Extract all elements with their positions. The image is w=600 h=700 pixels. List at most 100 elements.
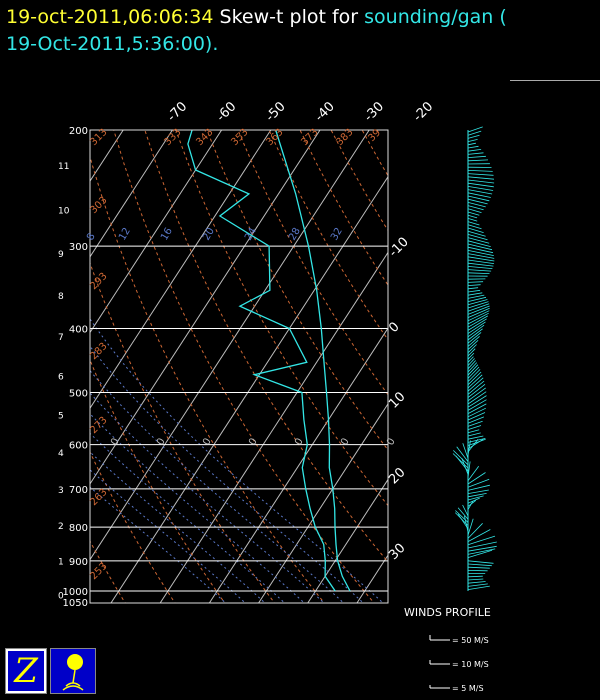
balloon-icon [62, 654, 84, 691]
wind-barb-216 [467, 425, 482, 430]
wind-barb-245 [455, 510, 469, 523]
moist-adiabat-47 [90, 345, 365, 603]
wind-barb-144 [467, 198, 488, 205]
isotherm-18 [356, 554, 388, 603]
wind-barb-123 [467, 126, 483, 133]
moist-adiabat-41 [90, 469, 246, 603]
winds-profile-label: WINDS PROFILE [404, 606, 491, 619]
dry-adiabat-label-106: 263 [88, 487, 109, 508]
wind-barb-127 [467, 142, 476, 146]
wind-barb-152 [467, 224, 482, 230]
wind-barb-186 [467, 321, 486, 334]
dry-adiabat-26 [90, 358, 226, 603]
wind-barb-263 [467, 578, 484, 581]
logo-z[interactable]: Z [5, 648, 47, 694]
wind-barb-251 [467, 529, 491, 542]
wind-barb-207 [467, 387, 486, 402]
isotherm-right-label-89: -10 [386, 235, 412, 261]
wind-barb-194 [467, 352, 475, 360]
isotherm-10 [90, 130, 272, 410]
isotherm-right-label-91: 10 [386, 389, 408, 411]
wind-barb-218 [467, 432, 481, 437]
wind-barb-225 [462, 443, 469, 459]
dry-adiabat-29 [113, 130, 375, 603]
wind-barb-156 [467, 237, 490, 244]
isotherm-right-label-90: 0 [386, 320, 402, 336]
wind-barb-264 [467, 581, 486, 584]
moist-adiabat-40 [90, 486, 227, 603]
moist-adiabat-label-113: 28 [287, 226, 303, 243]
wind-barb-179 [467, 303, 490, 312]
wind-legend-5: = 5 M/S [452, 684, 484, 693]
wind-barb-142 [467, 192, 491, 198]
height-tick-label-77: 6 [58, 373, 64, 383]
wind-barb-162 [467, 256, 495, 262]
wind-barb-125 [467, 134, 480, 139]
logo-balloon-icon[interactable] [50, 648, 96, 694]
isotherm-top-label-87: -30 [361, 99, 387, 125]
wind-barb-244 [457, 507, 469, 520]
wind-barb-255 [467, 548, 496, 555]
mixing-ratio-label-121: 0 [385, 436, 398, 447]
wind-barb-253 [467, 541, 497, 549]
dry-adiabat-label-102: 303 [88, 195, 109, 216]
wind-barb-233 [467, 472, 486, 485]
wind-barb-154 [467, 230, 486, 237]
pressure-tick-label-67: 800 [69, 523, 88, 534]
isotherm-19 [406, 130, 600, 603]
wind-barb-212 [467, 407, 486, 418]
wind-barb-250 [467, 523, 483, 539]
wind-barb-202 [467, 371, 482, 386]
wind-barb-205 [467, 380, 485, 395]
wind-barb-128 [467, 145, 479, 149]
wind-barb-208 [467, 391, 487, 405]
moist-adiabat-45 [90, 392, 325, 603]
wind-barb-210 [467, 399, 487, 411]
wind-barb-161 [467, 253, 495, 259]
wind-barb-139 [467, 182, 494, 188]
plot-area-2 [90, 130, 600, 605]
isotherm-9 [90, 130, 223, 334]
pressure-tick-label-61: 200 [69, 126, 88, 137]
mixing-ratio-label-118: 0 [247, 436, 260, 447]
isotherm-top-label-86: -40 [312, 99, 338, 125]
wind-barb-249 [467, 518, 474, 536]
pressure-tick-label-66: 700 [69, 485, 88, 496]
isotherm-11 [90, 130, 321, 485]
wind-barb-135 [467, 170, 493, 172]
wind-barb-195 [467, 356, 474, 363]
wind-barb-265 [467, 583, 488, 587]
wind-barb-183 [467, 312, 489, 325]
wind-barb-197 [467, 360, 476, 370]
wind-barb-130 [467, 152, 484, 155]
height-tick-label-76: 5 [58, 411, 64, 421]
isotherm-8 [90, 130, 173, 258]
wind-barb-137 [467, 176, 495, 180]
dry-adiabat-39 [424, 130, 600, 605]
isotherm-20 [455, 130, 600, 603]
pressure-tick-label-70: 1050 [63, 598, 88, 609]
wind-barb-172 [467, 287, 479, 290]
wind-barb-256 [467, 549, 493, 558]
wind-barb-203 [467, 374, 483, 389]
moist-adiabat-label-109: 12 [117, 226, 133, 243]
title-date: 19-Oct-2011,5:36:00) [6, 33, 213, 55]
isotherm-top-label-83: -70 [165, 99, 191, 125]
temperature-line-58 [275, 130, 351, 592]
wind-barb-235 [467, 484, 490, 491]
wind-barb-151 [467, 221, 480, 226]
wind-barb-190 [467, 335, 480, 347]
logo-z-letter: Z [8, 651, 44, 691]
dewpoint-line-59 [187, 130, 336, 592]
wind-barb-238 [467, 495, 484, 501]
isotherm-17 [307, 478, 388, 603]
wind-barb-239 [467, 497, 480, 504]
height-tick-label-71: 0 [58, 592, 64, 602]
isotherm-top-label-88: -20 [411, 99, 437, 125]
separator-line [510, 80, 600, 81]
wind-barb-206 [467, 383, 486, 398]
wind-legend-50: = 50 M/S [452, 636, 489, 645]
dry-adiabat-30 [144, 130, 388, 563]
wind-barb-232 [467, 466, 480, 482]
